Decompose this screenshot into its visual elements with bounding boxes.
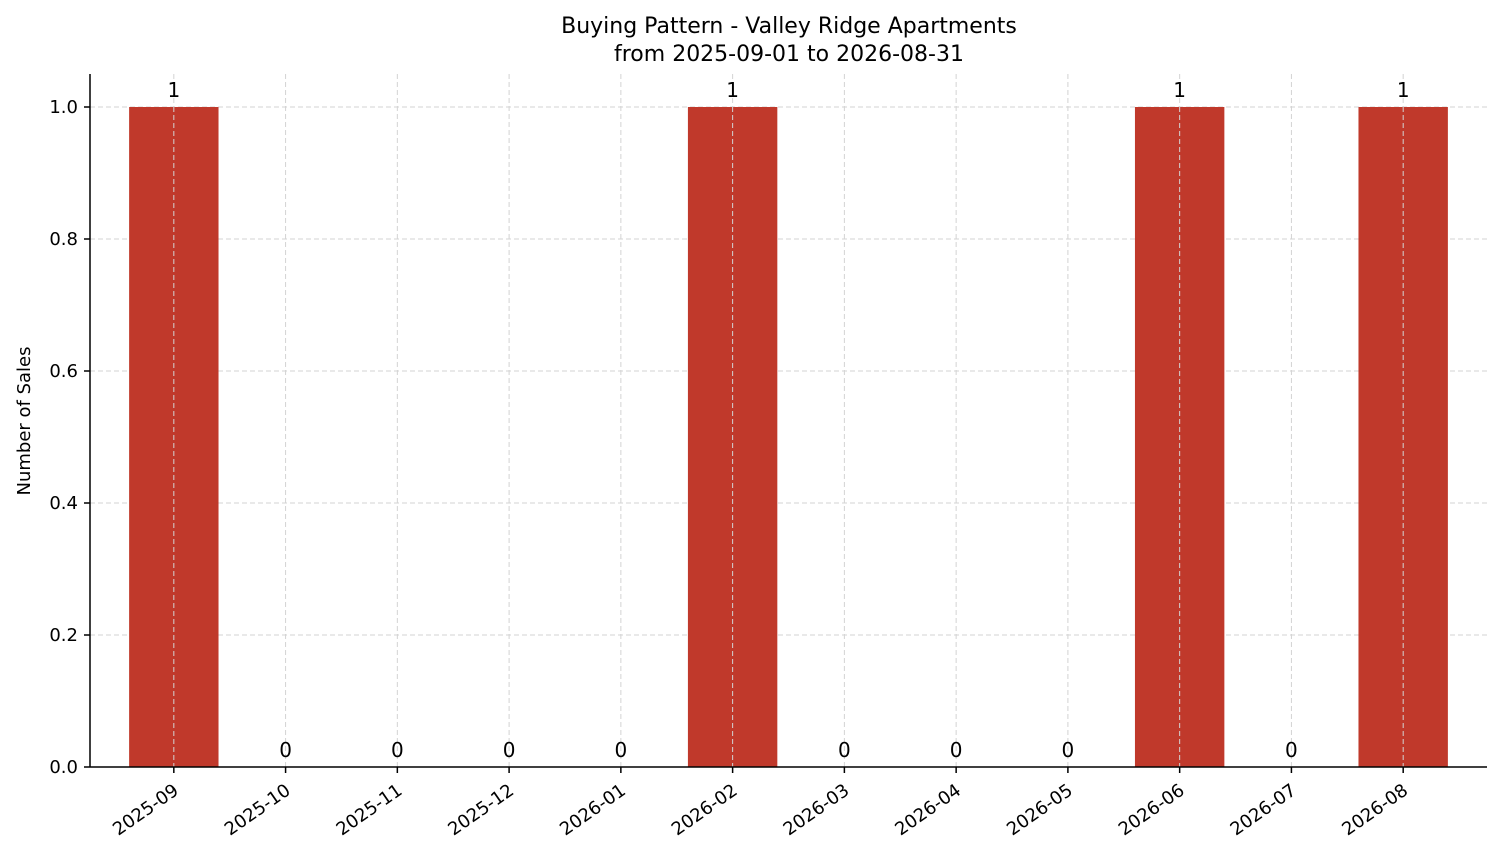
bars <box>129 107 1448 767</box>
bar-value-label: 0 <box>279 738 292 762</box>
x-tick-label: 2026-03 <box>780 780 854 840</box>
x-tick-label: 2025-10 <box>221 780 295 840</box>
bar-value-label: 1 <box>1173 78 1186 102</box>
bar-value-label: 0 <box>1285 738 1298 762</box>
x-tick-label: 2026-07 <box>1227 780 1301 840</box>
bar-value-label: 0 <box>838 738 851 762</box>
x-tick-label: 2026-06 <box>1115 780 1189 840</box>
bar-value-label: 1 <box>167 78 180 102</box>
grid-lines <box>90 74 1487 768</box>
bar-value-label: 1 <box>726 78 739 102</box>
x-tick-label: 2025-11 <box>333 780 407 840</box>
x-tick-label: 2026-08 <box>1338 780 1412 840</box>
chart-title: Buying Pattern - Valley Ridge Apartments <box>561 14 1017 39</box>
y-tick-label: 0.2 <box>49 625 78 646</box>
chart-subtitle: from 2025-09-01 to 2026-08-31 <box>614 42 964 67</box>
y-tick-label: 0.8 <box>49 229 78 250</box>
y-axis-label: Number of Sales <box>14 346 35 495</box>
bar-value-label: 0 <box>503 738 516 762</box>
x-tick-label: 2026-01 <box>556 780 630 840</box>
x-tick-label: 2026-02 <box>668 780 742 840</box>
x-tick-label: 2026-05 <box>1003 780 1077 840</box>
bar-value-label: 0 <box>1062 738 1075 762</box>
bar-value-label: 0 <box>950 738 963 762</box>
y-tick-label: 1.0 <box>49 97 78 118</box>
y-tick-label: 0.0 <box>49 757 78 778</box>
bar-value-label: 0 <box>391 738 404 762</box>
bar-value-labels: 1 0 0 0 0 1 0 0 0 1 0 1 <box>167 78 1409 762</box>
bar-value-label: 1 <box>1397 78 1410 102</box>
x-tick-label: 2025-09 <box>109 780 183 840</box>
x-tick-label: 2026-04 <box>891 780 965 840</box>
bar-value-label: 0 <box>614 738 627 762</box>
y-tick-label: 0.6 <box>49 361 78 382</box>
y-tick-label: 0.4 <box>49 493 78 514</box>
x-tick-label: 2025-12 <box>444 780 518 840</box>
